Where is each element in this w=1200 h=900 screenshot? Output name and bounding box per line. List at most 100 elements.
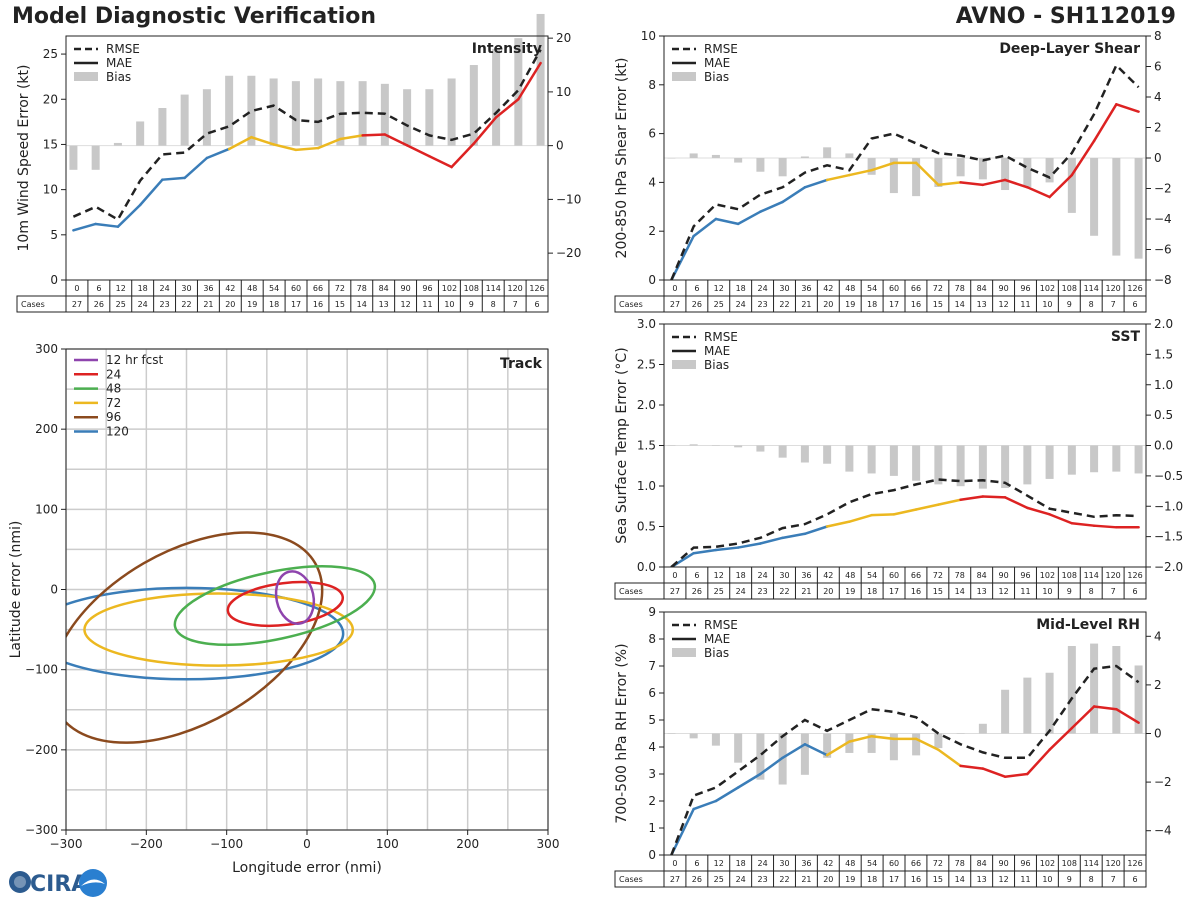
track-ellipse: [66, 531, 324, 744]
y-tick-label: 4: [648, 175, 656, 189]
bias-bar: [1045, 158, 1054, 183]
y2-tick-label: −20: [556, 246, 581, 260]
cases-cell: 9: [1067, 587, 1072, 596]
y-tick-label: 0: [50, 583, 58, 597]
mae-line-segment: [692, 548, 718, 555]
mae-line-segment: [517, 61, 542, 101]
mae-line-segment: [803, 178, 829, 189]
mae-line-segment: [1003, 496, 1029, 510]
cases-cell: 14: [955, 300, 965, 309]
y-tick-label: 20: [43, 92, 58, 106]
bias-bar: [845, 445, 854, 472]
bias-bar: [934, 733, 943, 749]
y-tick-label: 8: [648, 632, 656, 646]
mae-line-segment: [759, 200, 784, 213]
hour-cell: 114: [1084, 571, 1099, 580]
y-tick-label: 6: [648, 127, 656, 141]
bias-bar: [978, 723, 987, 734]
hour-cell: 30: [779, 859, 789, 868]
legend-label: 24: [106, 367, 121, 381]
hour-cell: 72: [933, 284, 943, 293]
cira-logo: CIRA: [9, 869, 107, 897]
bias-bar: [425, 89, 434, 146]
cases-cell: 10: [1042, 300, 1052, 309]
y-tick-label: 2: [648, 794, 656, 808]
hour-cell: 18: [138, 284, 148, 293]
bias-bar: [734, 733, 743, 763]
cases-cell: 7: [513, 300, 518, 309]
bias-bar: [1023, 445, 1032, 485]
bias-bar: [734, 158, 743, 163]
hour-cell: 120: [1105, 284, 1120, 293]
hour-cell: 84: [977, 284, 987, 293]
hour-cell: 18: [736, 284, 746, 293]
mae-line-segment: [450, 142, 476, 169]
hour-cell: 12: [714, 571, 724, 580]
hour-cell: 30: [779, 571, 789, 580]
mae-line-segment: [914, 503, 940, 511]
legend-bias-swatch: [74, 72, 98, 81]
mae-line-segment: [1048, 173, 1074, 199]
y-tick-label: 5: [50, 228, 58, 242]
cases-cell: 12: [400, 300, 410, 309]
hour-cell: 84: [977, 571, 987, 580]
panel-title: Track: [500, 356, 543, 372]
cases-cell: 21: [801, 300, 811, 309]
hour-cell: 0: [672, 284, 677, 293]
cases-cell: 17: [291, 300, 301, 309]
bias-bar: [1045, 445, 1054, 479]
mae-line-segment: [714, 546, 740, 552]
bias-bar: [711, 733, 720, 746]
hour-cell: 66: [313, 284, 323, 293]
cases-cell: 20: [225, 300, 235, 309]
y2-tick-label: 2: [1154, 678, 1162, 692]
mae-line-segment: [781, 743, 807, 760]
y-tick-label: 0: [648, 848, 656, 862]
cases-cell: 15: [933, 587, 943, 596]
y-tick-label: 10: [43, 183, 58, 197]
cases-cell: 24: [138, 300, 148, 309]
bias-bar: [447, 78, 456, 146]
y2-tick-label: 8: [1154, 29, 1162, 43]
y-tick-label: 300: [35, 342, 58, 356]
bias-bar: [314, 78, 323, 146]
y-tick-label: 7: [648, 659, 656, 673]
hour-cell: 126: [1127, 859, 1142, 868]
bias-bar: [358, 81, 367, 146]
panel-title: SST: [1111, 329, 1141, 345]
cases-label: Cases: [619, 875, 643, 884]
mae-line-segment: [848, 734, 873, 743]
bias-bar: [91, 145, 100, 170]
bias-bar: [1090, 445, 1099, 473]
cases-cell: 11: [1020, 875, 1030, 884]
mae-line-segment: [161, 176, 186, 181]
mae-line-segment: [1115, 103, 1140, 113]
mae-line-segment: [428, 154, 453, 169]
hour-cell: 42: [823, 571, 833, 580]
cases-cell: 23: [159, 300, 169, 309]
mae-line-segment: [1070, 705, 1096, 730]
noaa-bird-icon: [81, 879, 105, 886]
hour-cell: 114: [1084, 284, 1099, 293]
mae-line-segment: [1003, 772, 1029, 778]
y2-tick-label: −2: [1154, 182, 1172, 196]
bias-bar: [956, 445, 965, 487]
bias-bar: [912, 158, 921, 197]
mae-line-segment: [250, 135, 275, 146]
y2-tick-label: 0.5: [1154, 408, 1173, 422]
y-tick-label: 0.5: [637, 520, 656, 534]
hour-cell: 0: [74, 284, 79, 293]
mae-line-segment: [959, 181, 985, 187]
mae-line-segment: [692, 217, 718, 238]
cases-cell: 17: [889, 875, 899, 884]
hour-cell: 0: [672, 859, 677, 868]
y2-tick-label: 6: [1154, 60, 1162, 74]
hour-cell: 72: [335, 284, 345, 293]
hour-cell: 6: [694, 859, 699, 868]
cases-cell: 7: [1111, 587, 1116, 596]
y-axis-label: Sea Surface Temp Error (°C): [614, 347, 630, 543]
bias-bar: [492, 48, 501, 146]
cases-cell: 15: [933, 300, 943, 309]
hour-cell: 126: [529, 284, 544, 293]
